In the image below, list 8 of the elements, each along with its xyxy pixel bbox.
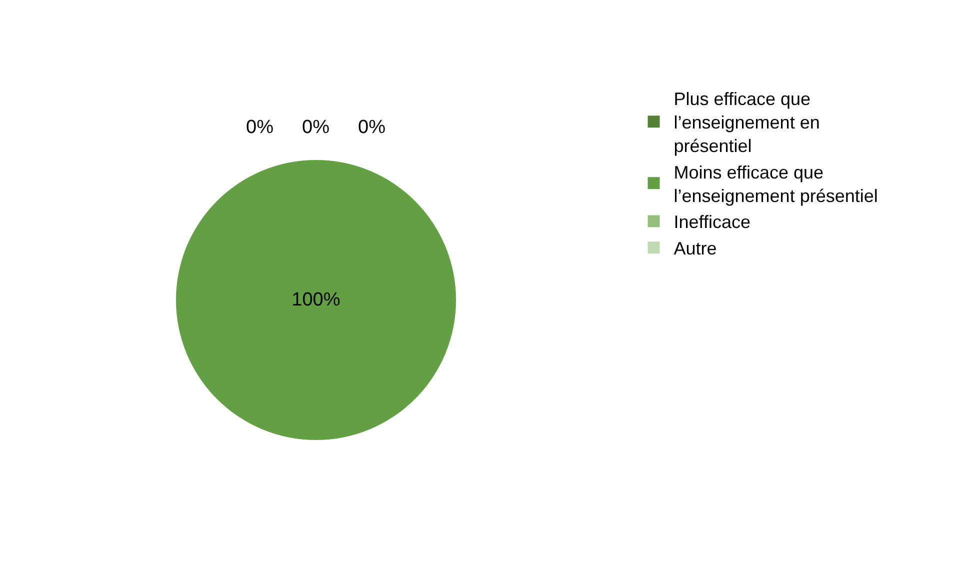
legend-label: Moins efficace que l’enseignement présentiel [674,162,878,206]
legend-label: Inefficace [674,212,750,232]
data-label: 100% [292,290,340,310]
text: 0% [246,117,274,138]
text: 0% [358,117,386,138]
legend-label: Plus efficace que l’enseignement en présentiel [674,89,820,156]
legend-label: Autre [674,238,717,259]
text: 0% [302,117,330,138]
